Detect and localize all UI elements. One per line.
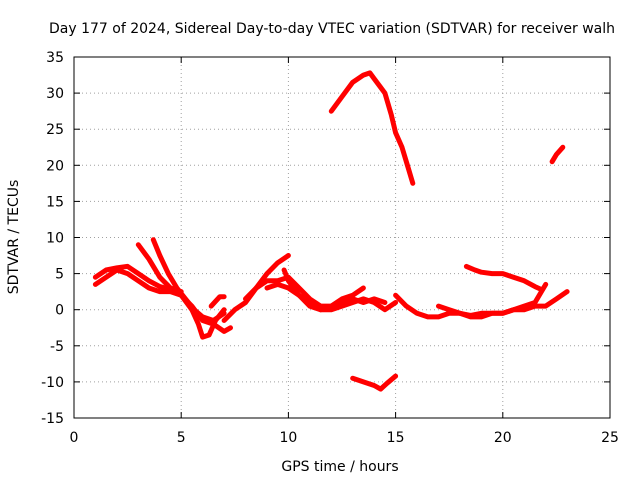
series-track-5: [208, 294, 227, 309]
y-tick-label: 0: [55, 303, 64, 319]
x-tick-label: 10: [279, 430, 297, 446]
grid: [74, 57, 610, 418]
y-tick-label: 30: [46, 86, 64, 102]
series-track-15: [549, 144, 566, 165]
y-tick-label: -15: [41, 411, 64, 427]
series-track-12: [393, 289, 570, 320]
y-tick-label: 25: [46, 122, 64, 138]
chart-title: Day 177 of 2024, Sidereal Day-to-day VTE…: [49, 21, 615, 37]
y-tick-label: 20: [46, 158, 64, 174]
series-track-11: [350, 373, 399, 392]
x-axis-label: GPS time / hours: [281, 459, 398, 475]
x-tick-label: 5: [177, 430, 186, 446]
series-track-3: [135, 242, 184, 295]
y-tick-label: -10: [41, 375, 64, 391]
series-track-10: [328, 70, 416, 186]
series-track-4: [150, 237, 227, 323]
series-track-2: [92, 267, 233, 334]
x-tick-label: 25: [601, 430, 619, 446]
y-axis-label: SDTVAR / TECUs: [6, 180, 22, 295]
series-track-9: [281, 267, 399, 313]
x-tick-label: 20: [494, 430, 512, 446]
y-tick-label: -5: [50, 339, 64, 355]
y-tick-label: 15: [46, 194, 64, 210]
series: [92, 70, 570, 392]
y-tick-label: 10: [46, 231, 64, 247]
axis-ticks: 0 5 10 15 20 25 -15 -10 -5 0 5 10 15 20 25 30 35: [41, 50, 619, 446]
series-track-13: [436, 281, 549, 320]
x-tick-label: 15: [387, 430, 405, 446]
y-tick-label: 35: [46, 50, 64, 66]
series-track-14: [463, 263, 544, 292]
series-track-7: [243, 274, 388, 309]
y-tick-label: 5: [55, 267, 64, 283]
x-tick-label: 0: [70, 430, 79, 446]
